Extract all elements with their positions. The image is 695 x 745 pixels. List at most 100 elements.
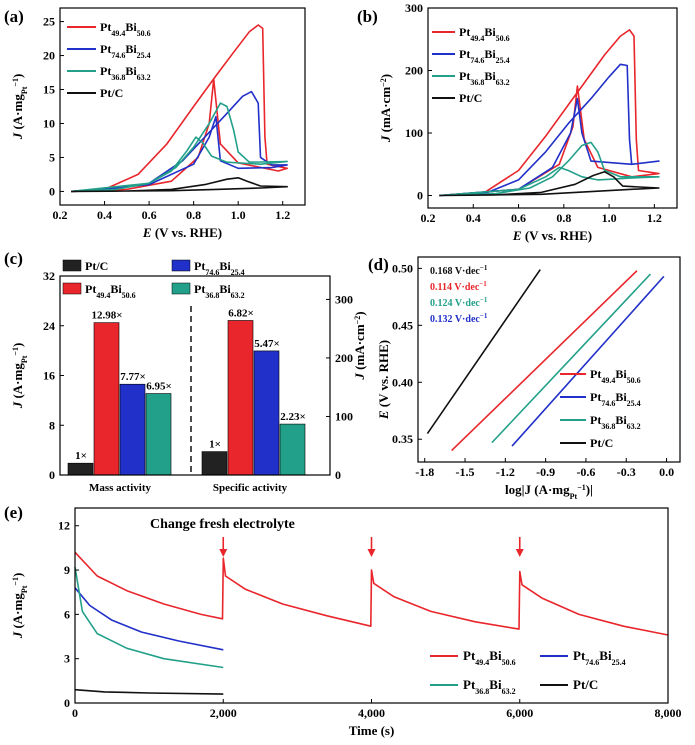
text-span: Pt (459, 69, 470, 83)
subscript: 49.4 (470, 34, 484, 43)
bar-a-1 (227, 320, 254, 476)
series-line-b (71, 90, 288, 193)
y-tick-label: 12 (58, 519, 70, 533)
arrow-head-icon (367, 549, 376, 557)
text-span: Pt (463, 677, 476, 692)
text-span: (mA·cm (378, 87, 393, 136)
y-tick-label: 5 (49, 150, 55, 164)
x-tick-label: -0.9 (536, 465, 555, 479)
text-span: Pt (100, 64, 111, 78)
panel-label: (d) (368, 255, 389, 274)
legend-label-c: Pt36.8Bi63.2 (100, 64, 151, 82)
text-span: Bi (125, 42, 137, 56)
legend-label-a: Pt49.4Bi50.6 (85, 282, 136, 300)
x-tick-label: -0.3 (617, 465, 636, 479)
panel-c: (c) 1× 1× 12.98× 6.82× 7.77× 5.47× 6.95× 2.23× 0 8… (4, 249, 367, 494)
text-span: ) (10, 343, 25, 347)
legend-label-b: Pt74.6Bi25.4 (459, 47, 510, 65)
tafel-slope-label-ptc: 0.168 V·dec−1 (430, 264, 488, 277)
text-span: 0.168 V·dec (430, 266, 480, 277)
subscript: 63.2 (137, 73, 151, 82)
y-axis-label: E (V vs. RHE) (376, 340, 391, 420)
legend-label-ptc: Pt/C (459, 91, 482, 105)
subscript: 49.4 (475, 658, 489, 667)
y-tick-label: 0 (64, 696, 70, 710)
text-span: J (352, 373, 367, 381)
subscript: 50.6 (502, 658, 516, 667)
subscript: 25.4 (231, 268, 245, 277)
x-tick-label: -1.2 (496, 465, 515, 479)
x-tick-label: 6,000 (506, 706, 533, 720)
y-right-tick-label: 0 (335, 468, 341, 482)
arrow-head-icon (219, 549, 228, 557)
panel-label: (b) (357, 7, 378, 26)
panel-d: (d) 0.168 V·dec−10.114 V·dec−10.124 V·dec… (368, 255, 681, 501)
text-span: Bi (615, 367, 627, 381)
y-axis-label-right: J (mA·cm−2) (352, 311, 367, 380)
legend-label-ptc: Pt/C (100, 86, 123, 100)
legend-label-b: Pt74.6Bi25.4 (194, 259, 245, 277)
bar-value-label: 5.47× (254, 338, 280, 350)
text-span: (mA·cm (352, 324, 367, 373)
superscript: −1 (577, 483, 586, 492)
plot-frame (417, 256, 681, 463)
subscript: 50.6 (122, 291, 136, 300)
y-tick-label: 0.35 (392, 432, 413, 446)
y-tick-label: 0.45 (392, 318, 413, 332)
subscript: 74.6 (205, 268, 219, 277)
x-tick-label: -1.8 (415, 465, 434, 479)
text-span: Bi (125, 20, 137, 34)
bar-value-label: 1× (209, 439, 221, 451)
text-span: Bi (125, 64, 137, 78)
legend-swatch-a (62, 282, 82, 295)
subscript: 50.6 (496, 34, 510, 43)
text-span: (V vs. RHE) (522, 228, 593, 243)
bar-c-0 (145, 393, 172, 476)
text-span: )| (586, 482, 593, 497)
x-axis-label: log|J (A·mgPt−1)| (505, 482, 593, 501)
series-line-a (74, 551, 669, 636)
text-span: Pt (100, 42, 111, 56)
x-tick-label: 0.2 (421, 211, 436, 225)
legend-label-c: Pt36.8Bi63.2 (590, 413, 641, 431)
x-tick-label: 0.0 (659, 465, 674, 479)
x-tick-label: 1.2 (647, 211, 662, 225)
superscript: −2 (379, 78, 388, 87)
text-span: J (10, 401, 25, 409)
superscript: −1 (479, 280, 487, 288)
subscript: 25.4 (137, 51, 151, 60)
plot-frame (59, 7, 306, 206)
y-tick-label: 3 (64, 652, 70, 666)
y-tick-label: 6 (64, 607, 70, 621)
subscript: 36.8 (601, 422, 615, 431)
text-span: Pt (590, 390, 601, 404)
series-line-a (71, 24, 288, 193)
panel-label: (c) (4, 249, 23, 268)
y-tick-label: 0 (49, 468, 55, 482)
y-tick-label: 0 (49, 184, 55, 198)
panel-a: (a) 0.2 0.4 0.6 0.8 1.0 1.2 0 5 10 15 20 25 E (V vs. … (4, 7, 306, 240)
bar-value-label: 7.77× (120, 371, 146, 383)
legend-label-ptc: Pt/C (573, 677, 598, 692)
text-span: 0.132 V·dec (430, 314, 480, 325)
subscript: 36.8 (205, 291, 219, 300)
subscript: 74.6 (601, 399, 615, 408)
text-span: Bi (219, 282, 231, 296)
x-tick-label: 0 (72, 706, 78, 720)
text-span: ) (10, 74, 25, 78)
x-tick-label: 0.4 (97, 208, 112, 222)
y-tick-label: 25 (43, 15, 55, 29)
y-tick-label: 200 (405, 64, 423, 78)
x-tick-label: 0.4 (466, 211, 481, 225)
tafel-slope-label-a: 0.114 V·dec−1 (430, 280, 487, 293)
subscript: 74.6 (470, 56, 484, 65)
text-span: 0.114 V·dec (430, 282, 480, 293)
y-right-tick-label: 200 (335, 351, 353, 365)
panel-b: (b) 0.2 0.4 0.6 0.8 1.0 1.2 0 100 200 300 E (V vs. … (357, 1, 678, 243)
subscript: 50.6 (137, 29, 151, 38)
x-tick-label: 8,000 (655, 706, 682, 720)
superscript: −2 (353, 316, 362, 325)
text-span: Pt (100, 20, 111, 34)
bar-value-label: 2.23× (280, 411, 306, 423)
